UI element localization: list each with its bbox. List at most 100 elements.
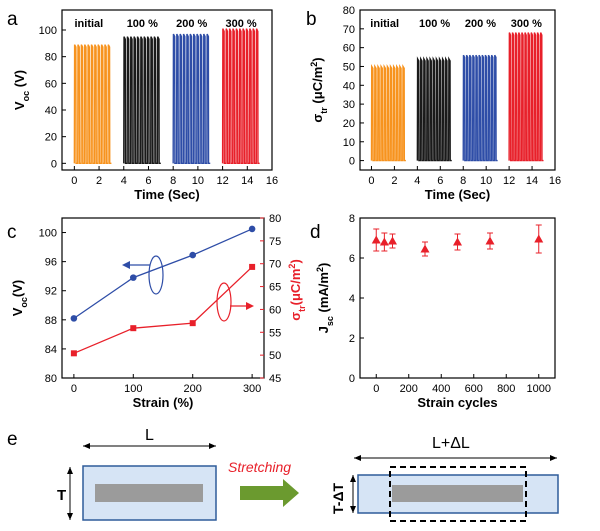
stretched-length-label: L+ΔL <box>432 435 470 452</box>
chart-c-ytick-label: 88 <box>45 315 57 327</box>
thickness-arrowhead-top <box>67 467 73 474</box>
chart-b-ylabel-part: σ <box>310 114 325 123</box>
chart-b-xtick-label: 4 <box>414 175 420 187</box>
chart-b-series-3 <box>508 32 544 162</box>
panel-letter-c: c <box>7 222 17 243</box>
panel-letter-d: d <box>310 222 321 243</box>
chart-d: 0 200 400 600 800 1000 Strain cycles 0 2 4 6 8 Jsc (… <box>315 213 556 410</box>
thickness-label: T <box>57 487 66 504</box>
chart-d-point <box>379 237 389 246</box>
chart-c-ylabel-right: σtr(μC/m2) <box>287 259 307 321</box>
original-outline-dashed <box>389 466 527 522</box>
chart-b-xtick-label: 8 <box>460 175 466 187</box>
chart-b-series-label-2: 200 % <box>465 18 496 30</box>
chart-b-ytick-label: 0 <box>349 156 355 168</box>
panel-letter-a: a <box>7 9 18 30</box>
chart-c-ylabel-right-part: (μC/m <box>288 269 303 306</box>
chart-d-point <box>485 236 495 245</box>
chart-a-xlabel: Time (Sec) <box>134 187 200 202</box>
voc-annotation-ellipse <box>148 255 164 295</box>
chart-a-ylabel-part: (V) <box>12 70 27 91</box>
chart-d-ytick-label: 2 <box>349 333 355 345</box>
chart-c-xtick-label: 100 <box>124 383 142 395</box>
chart-b-ylabel-part: tr <box>319 107 329 114</box>
chart-a-ylabel-part: oc <box>21 91 31 102</box>
chart-a-ylabel-part: V <box>12 101 27 110</box>
chart-b-xlabel: Time (Sec) <box>425 187 491 202</box>
chart-b-series-1 <box>416 56 452 162</box>
chart-c-ylabel-left-part: (V) <box>10 280 25 297</box>
chart-b-ytick-label: 20 <box>343 118 355 130</box>
chart-c-ylabel-right-part: tr <box>297 305 307 312</box>
chart-b-series-0 <box>370 64 406 162</box>
chart-c-ytick-label: 92 <box>45 286 57 298</box>
chart-b-ytick-label: 80 <box>343 5 355 17</box>
chart-a: initial 100 % 200 % 300 % 0 2 4 6 8 10 12 14 16 Time … <box>12 9 278 202</box>
chart-d-xlabel: Strain cycles <box>417 395 497 410</box>
chart-c: 0 100 200 300 Strain (%) 80 84 88 92 96 100 45 50 55 6… <box>10 213 307 410</box>
chart-c-point-voc <box>70 315 78 322</box>
chart-c-point-sigma <box>189 320 196 327</box>
chart-b-ytick-label: 30 <box>343 99 355 111</box>
chart-a-series-label-0: initial <box>75 18 104 30</box>
chart-d-xtick-label: 400 <box>432 383 450 395</box>
panel-letter-e: e <box>7 429 18 450</box>
chart-c-ytick-label-right: 70 <box>269 259 281 271</box>
chart-c-plot-frame <box>61 217 265 379</box>
chart-b-xtick-label: 10 <box>480 175 492 187</box>
chart-c-ytick-label-right: 55 <box>269 327 281 339</box>
chart-c-ytick-label-right: 80 <box>269 213 281 225</box>
thickness-arrowhead-bottom <box>67 513 73 520</box>
chart-a-xtick-label: 2 <box>96 175 102 187</box>
chart-b-xtick-label: 12 <box>503 175 515 187</box>
chart-a-series-label-2: 200 % <box>176 18 207 30</box>
chart-b-series-label-1: 100 % <box>419 18 450 30</box>
chart-c-point-voc <box>248 225 256 233</box>
chart-c-line-0 <box>73 228 253 319</box>
chart-d-ylabel-part: sc <box>325 316 335 326</box>
chart-b-xtick-label: 16 <box>549 175 561 187</box>
stretching-arrow <box>240 479 299 507</box>
sigma-annotation-arrowhead <box>246 302 254 310</box>
chart-a-ytick-label: 40 <box>45 105 57 117</box>
chart-b-ylabel-part: ) <box>310 57 325 61</box>
stretched-thickness-arrowhead-bottom <box>350 506 356 513</box>
chart-d-point <box>371 235 381 244</box>
chart-c-ytick-label: 80 <box>45 373 57 385</box>
chart-b-ytick-label: 60 <box>343 43 355 55</box>
chart-a-series-2 <box>172 33 211 165</box>
chart-a-ytick-label: 100 <box>39 25 57 37</box>
chart-d-point <box>453 237 462 246</box>
chart-d-ytick-label: 6 <box>349 253 355 265</box>
chart-c-xtick-label: 0 <box>71 383 77 395</box>
chart-a-xtick-label: 6 <box>145 175 151 187</box>
chart-d-ylabel: Jsc (mA/m2) <box>315 263 335 334</box>
chart-d-xtick-label: 200 <box>400 383 418 395</box>
chart-c-ytick-label-right: 50 <box>269 350 281 362</box>
chart-b-series-label-3: 300 % <box>511 18 542 30</box>
sigma-annotation-ellipse <box>216 282 232 322</box>
stretched-thickness-arrowhead-top <box>350 475 356 482</box>
chart-b-series-label-0: initial <box>370 18 399 30</box>
chart-b-ylabel-part: (μC/m <box>310 67 325 107</box>
chart-c-xlabel: Strain (%) <box>133 395 194 410</box>
length-arrowhead-right <box>209 443 216 449</box>
chart-c-ytick-label-right: 65 <box>269 282 281 294</box>
chart-c-point-sigma <box>130 325 137 332</box>
panel-letter-b: b <box>306 9 317 30</box>
chart-c-ytick-label-right: 60 <box>269 304 281 316</box>
chart-c-point-sigma <box>249 263 256 270</box>
chart-c-ylabel-right-part: ) <box>288 259 303 263</box>
chart-a-series-3 <box>221 28 260 165</box>
chart-d-ytick-label: 8 <box>349 213 355 225</box>
chart-b-ytick-label: 10 <box>343 137 355 149</box>
chart-d-xtick-label: 1000 <box>527 383 551 395</box>
chart-a-ytick-label: 0 <box>51 158 57 170</box>
chart-d-xtick-label: 0 <box>373 383 379 395</box>
chart-b-plot-frame <box>359 9 556 171</box>
chart-c-xtick-label: 200 <box>184 383 202 395</box>
stretch-schematic: L T Stretching L+ΔL T-ΔT <box>57 427 559 522</box>
chart-b-xtick-label: 14 <box>526 175 538 187</box>
chart-c-ytick-label: 84 <box>45 344 57 356</box>
